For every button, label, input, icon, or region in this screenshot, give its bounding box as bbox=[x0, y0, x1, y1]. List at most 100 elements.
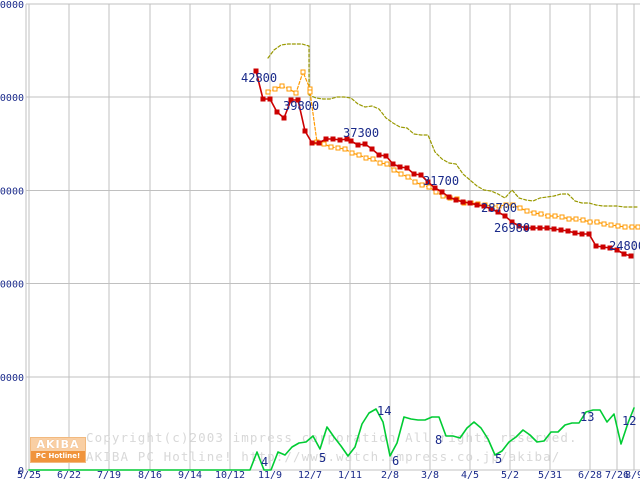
data-point-lowest bbox=[516, 223, 522, 229]
data-point-lowest bbox=[628, 253, 634, 259]
data-point-lowest bbox=[474, 202, 480, 208]
data-point-average bbox=[307, 89, 313, 95]
data-point-average bbox=[594, 219, 600, 225]
data-point-average bbox=[580, 217, 586, 223]
data-point-lowest bbox=[260, 96, 266, 102]
data-point-average bbox=[279, 83, 285, 89]
data-point-lowest bbox=[502, 213, 508, 219]
data-point-average bbox=[356, 152, 362, 158]
price-annotation: 42800 bbox=[241, 71, 277, 85]
y-axis-tick-label: 30000 bbox=[0, 186, 24, 197]
data-point-lowest bbox=[558, 227, 564, 233]
data-point-average bbox=[587, 219, 593, 225]
akiba-logo-subtitle: PC Hotline! bbox=[31, 451, 85, 462]
x-axis-tick-label: 12/7 bbox=[298, 470, 322, 480]
data-point-lowest bbox=[446, 194, 452, 200]
price-annotation: 28700 bbox=[481, 201, 517, 215]
data-point-average bbox=[433, 189, 439, 195]
price-annotation: 37300 bbox=[343, 126, 379, 140]
data-point-lowest bbox=[586, 231, 592, 237]
x-axis-tick-label: 6/22 bbox=[57, 470, 81, 480]
x-axis-tick-label: 11/9 bbox=[258, 470, 282, 480]
shop-count-annotation: 14 bbox=[377, 404, 391, 418]
data-point-average bbox=[608, 222, 614, 228]
data-point-average bbox=[349, 150, 355, 156]
data-point-lowest bbox=[579, 231, 585, 237]
data-point-average bbox=[545, 213, 551, 219]
data-point-lowest bbox=[418, 172, 424, 178]
data-point-average bbox=[419, 182, 425, 188]
annotation-layer: 42800 39800 37300 31700 28700 26980 24800 4 5 14 6… bbox=[241, 71, 640, 469]
data-point-lowest bbox=[509, 219, 515, 225]
data-point-lowest bbox=[302, 128, 308, 134]
data-point-average bbox=[503, 202, 509, 208]
data-point-lowest bbox=[281, 115, 287, 121]
data-point-average bbox=[321, 141, 327, 147]
x-axis-tick-label: 3/8 bbox=[421, 470, 439, 480]
data-point-lowest bbox=[355, 142, 361, 148]
data-point-lowest bbox=[404, 165, 410, 171]
y-axis-tick-label: 20000 bbox=[0, 280, 24, 291]
data-point-lowest bbox=[600, 244, 606, 250]
data-point-lowest bbox=[530, 225, 536, 231]
data-point-lowest bbox=[551, 226, 557, 232]
data-point-average bbox=[405, 174, 411, 180]
x-axis-tick-label: 10/12 bbox=[215, 470, 245, 480]
y-axis-tick-label: 40000 bbox=[0, 93, 24, 104]
data-point-lowest bbox=[544, 225, 550, 231]
data-point-lowest bbox=[288, 97, 294, 103]
data-point-lowest bbox=[607, 245, 613, 251]
data-point-average bbox=[510, 202, 516, 208]
data-point-lowest bbox=[383, 153, 389, 159]
price-annotation: 24800 bbox=[609, 239, 640, 253]
y-axis-tick-label: 10000 bbox=[0, 373, 24, 384]
price-annotation: 31700 bbox=[423, 174, 459, 188]
data-point-average bbox=[286, 86, 292, 92]
x-axis-tick-label: 7/19 bbox=[97, 470, 121, 480]
x-axis-tick-label: 5/31 bbox=[538, 470, 562, 480]
data-point-lowest bbox=[253, 68, 259, 74]
grid-layer bbox=[25, 3, 640, 471]
watermark-url: AKIBA PC Hotline! http://www.watch.impre… bbox=[86, 449, 560, 464]
data-point-lowest bbox=[614, 247, 620, 253]
data-point-lowest bbox=[467, 200, 473, 206]
shop-count-annotation: 5 bbox=[319, 451, 326, 465]
data-point-average bbox=[622, 224, 628, 230]
data-point-average bbox=[370, 156, 376, 162]
data-point-average bbox=[398, 171, 404, 177]
data-point-lowest bbox=[309, 140, 315, 146]
data-point-average bbox=[601, 221, 607, 227]
akiba-logo-title: AKIBA bbox=[36, 438, 80, 451]
x-axis-tick-label: 9/14 bbox=[178, 470, 202, 480]
data-point-average bbox=[335, 145, 341, 151]
data-point-lowest bbox=[425, 179, 431, 185]
shop-count-annotation: 6 bbox=[392, 454, 399, 468]
x-axis-tick-label: 8/16 bbox=[138, 470, 162, 480]
series-layer bbox=[28, 43, 640, 471]
data-point-lowest bbox=[267, 96, 273, 102]
data-point-lowest bbox=[330, 136, 336, 142]
data-point-average bbox=[272, 86, 278, 92]
data-point-lowest bbox=[565, 228, 571, 234]
data-point-lowest bbox=[376, 152, 382, 158]
x-axis-tick-label: 6/28 bbox=[578, 470, 602, 480]
series-line-shops bbox=[28, 407, 635, 471]
data-point-lowest bbox=[295, 97, 301, 103]
y-axis-tick-label: 50000 bbox=[0, 0, 24, 11]
data-point-average bbox=[363, 155, 369, 161]
data-point-lowest bbox=[495, 209, 501, 215]
data-point-average bbox=[552, 213, 558, 219]
data-point-average bbox=[265, 89, 271, 95]
data-point-average bbox=[496, 203, 502, 209]
data-point-average bbox=[629, 224, 635, 230]
data-point-lowest bbox=[411, 171, 417, 177]
data-point-lowest bbox=[593, 243, 599, 249]
data-point-average bbox=[300, 69, 306, 75]
data-point-average bbox=[517, 205, 523, 211]
data-point-lowest bbox=[537, 225, 543, 231]
y-axis-tick-label: 0 bbox=[18, 466, 24, 477]
data-point-lowest bbox=[488, 206, 494, 212]
shop-count-annotation: 12 bbox=[622, 414, 636, 428]
